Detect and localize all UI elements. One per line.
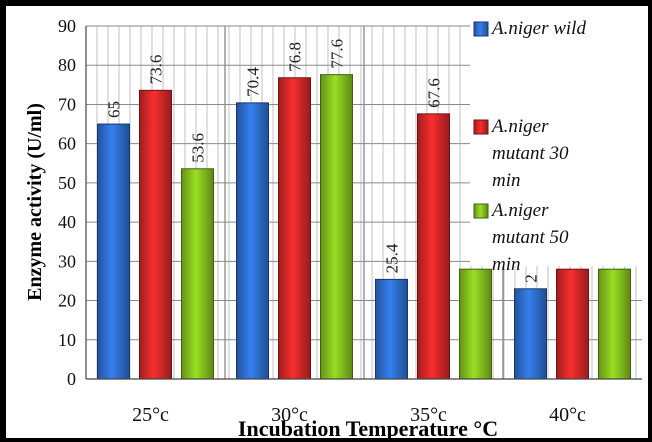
bar [459, 268, 492, 380]
bars [97, 74, 631, 380]
data-label: 77.6 [328, 39, 347, 69]
bar-chart: 65 73.6 53.6 70.4 76.8 77.6 25.4 67.6 2 0 10 20 30 4… [24, 8, 646, 438]
y-tick-label: 40 [58, 212, 76, 232]
bar [598, 268, 631, 380]
data-label: 53.6 [189, 133, 208, 163]
y-tick-label: 70 [58, 94, 76, 114]
chart-panel: 65 73.6 53.6 70.4 76.8 77.6 25.4 67.6 2 0 10 20 30 4… [6, 6, 648, 438]
data-label: 2 [522, 274, 541, 283]
data-label: 25.4 [383, 243, 402, 273]
axes: 0 10 20 30 40 50 60 70 80 90 25°c 30°c 35°c 40°c [58, 16, 642, 426]
legend-label: min [492, 254, 521, 275]
legend-label: mutant 30 [492, 143, 569, 164]
bar [97, 123, 130, 380]
data-label: 70.4 [244, 67, 263, 97]
bar [417, 113, 450, 380]
y-tick-label: 60 [58, 134, 76, 154]
bar [139, 89, 172, 380]
y-tick-label: 30 [58, 251, 76, 271]
y-tick-label: 10 [58, 330, 76, 350]
y-tick-label: 20 [58, 291, 76, 311]
legend-background [470, 8, 646, 266]
x-tick-label: 30°c [271, 404, 308, 426]
legend: A.niger wild A.niger mutant 30 min A.niger mu… [470, 8, 646, 275]
bar [181, 168, 214, 380]
legend-label: min [492, 170, 521, 191]
data-label: 67.6 [425, 78, 444, 108]
bar [556, 268, 589, 380]
bar [320, 74, 353, 380]
bar [278, 77, 311, 380]
bar [375, 278, 408, 380]
y-axis-title: Enzyme activity (U/ml) [24, 103, 46, 301]
legend-label: A.niger wild [490, 18, 586, 39]
y-tick-label: 50 [58, 173, 76, 193]
y-tick-label: 90 [58, 16, 76, 36]
y-tick-label: 0 [67, 369, 76, 389]
data-label: 73.6 [147, 55, 166, 85]
legend-swatch [473, 119, 489, 135]
x-tick-label: 35°c [410, 404, 447, 426]
legend-label: mutant 50 [492, 227, 569, 248]
x-tick-label: 40°c [549, 404, 586, 426]
bar [236, 102, 269, 380]
legend-swatch [473, 203, 489, 219]
y-tick-label: 80 [58, 55, 76, 75]
legend-label: A.niger [490, 116, 549, 137]
x-tick-label: 25°c [132, 404, 169, 426]
legend-label: A.niger [490, 200, 549, 221]
data-label: 65 [105, 101, 124, 118]
data-labels: 65 73.6 53.6 70.4 76.8 77.6 25.4 67.6 2 [105, 39, 541, 283]
bar [514, 288, 547, 380]
legend-swatch [473, 21, 489, 37]
x-axis-title: Incubation Temperature °C [238, 416, 498, 438]
data-label: 76.8 [286, 42, 305, 72]
